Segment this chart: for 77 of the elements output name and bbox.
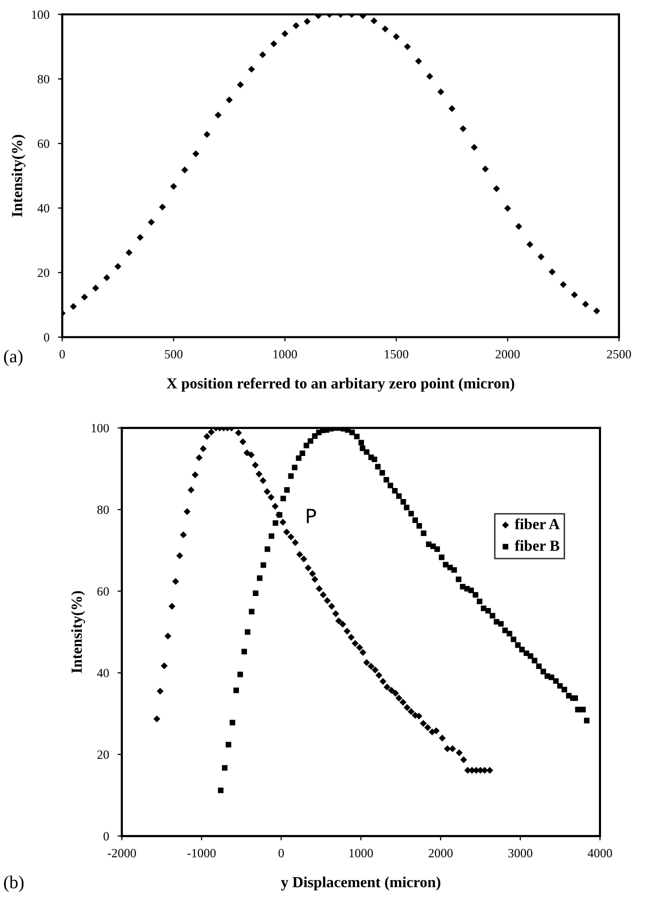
point [81,294,88,301]
point [570,291,578,298]
point [192,150,200,158]
point [593,308,600,314]
x-axis-title: X position referred to an arbitary zero point (micron) [166,378,514,392]
y-tick-label: 40 [37,204,50,212]
point [370,17,378,24]
y-tick-label: 100 [32,10,50,19]
x-tick-label: 2000 [428,848,453,858]
point [292,22,300,30]
point [437,88,444,96]
x-tick-label: 2000 [496,350,520,358]
legend-label: fiber B [514,540,560,551]
point [70,303,77,310]
point [281,30,288,38]
point [538,253,544,260]
point [304,18,311,25]
x-tick-label: 1000 [274,350,297,358]
text: (b) [4,876,24,892]
point [470,144,478,151]
y-tick-label: 20 [38,268,50,278]
x-tick-label: 3000 [508,848,532,858]
x-tick-label: 1500 [384,350,408,358]
point [159,204,166,210]
point [148,218,155,226]
point [548,268,556,276]
y-axis-title: Intensity(%) [12,134,26,217]
point [170,182,178,190]
point [136,234,144,241]
point [236,81,244,88]
annotation: P [306,508,316,524]
point [214,112,222,119]
point [314,14,322,20]
point [226,96,233,104]
y-tick-label: 0 [104,832,109,841]
text: (a) [4,350,23,366]
point [426,72,434,80]
y-tick-label: 60 [97,587,109,596]
x-tick-label: 2500 [607,350,631,358]
point [493,185,500,192]
point [359,14,366,20]
point [504,204,512,212]
point [515,222,522,230]
point [560,281,567,288]
x-tick-label: 4000 [588,848,612,858]
point [204,131,210,138]
x-axis-title: y Displacement (micron) [281,876,440,890]
point [248,66,255,73]
point [126,249,132,256]
x-tick-label: 0 [278,848,284,858]
point [526,241,534,248]
point [382,25,389,32]
point [404,43,411,50]
x-tick-label: 500 [164,350,182,358]
y-axis-title: Intensity(%) [71,591,86,674]
x-tick-label: -2000 [108,848,136,858]
point [582,300,590,308]
y-tick-label: 100 [92,424,109,432]
y-tick-label: 0 [44,333,50,342]
y-tick-label: 40 [97,668,109,678]
x-tick-label: 0 [60,350,65,358]
point [181,166,188,174]
legend-label: fiber A [514,518,560,530]
point [415,58,422,65]
y-tick-label: 80 [97,506,109,514]
x-tick-label: -1000 [187,848,216,858]
point [482,166,489,172]
point [392,33,400,40]
point [259,51,266,58]
x-tick-label: 1000 [350,848,373,858]
point [448,105,456,112]
y-tick-label: 20 [97,750,109,759]
y-tick-label: 80 [38,74,50,84]
point [114,263,122,270]
point [460,125,467,132]
y-tick-label: 60 [38,140,50,148]
point [92,284,100,292]
